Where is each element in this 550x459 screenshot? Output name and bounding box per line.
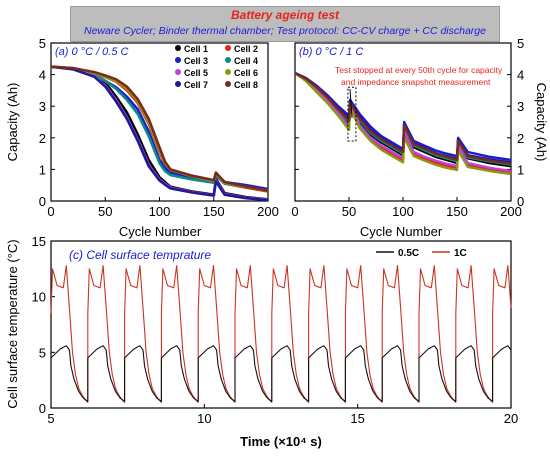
legend-label: Cell 4 — [234, 56, 258, 66]
y-tick-label: 3 — [517, 99, 524, 114]
panel-a-xlabel: Cycle Number — [119, 224, 202, 239]
series-line-b — [294, 71, 512, 165]
x-tick-label: 5 — [47, 411, 54, 426]
panel-c-title: (c) Cell surface temprature — [69, 248, 211, 262]
y-tick-label: 0 — [39, 194, 46, 209]
legend-label: Cell 5 — [184, 68, 208, 78]
x-tick-label: 20 — [504, 411, 518, 426]
x-tick-label: 50 — [98, 204, 112, 219]
y-tick-label: 4 — [517, 68, 524, 83]
legend-marker — [175, 69, 181, 75]
panel-b-xlabel: Cycle Number — [360, 224, 443, 239]
legend-marker — [175, 81, 181, 87]
x-tick-label: 150 — [203, 204, 225, 219]
legend-marker — [175, 45, 181, 51]
legend-marker — [225, 69, 231, 75]
series-line-c — [50, 345, 512, 402]
y-tick-label: 5 — [517, 36, 524, 51]
legend-label: 1C — [454, 248, 467, 259]
x-tick-label: 100 — [392, 204, 414, 219]
y-tick-label: 10 — [32, 290, 46, 305]
series-line-c — [50, 264, 512, 403]
y-tick-label: 5 — [39, 345, 46, 360]
annotation-arrow — [349, 88, 353, 119]
legend-marker — [175, 57, 181, 63]
panel-a-ylabel: Capacity (Ah) — [5, 83, 20, 162]
legend-label: Cell 1 — [184, 44, 208, 54]
y-tick-label: 2 — [517, 131, 524, 146]
legend-label: Cell 2 — [234, 44, 258, 54]
x-tick-label: 15 — [350, 411, 364, 426]
y-tick-label: 15 — [32, 234, 46, 249]
x-tick-label: 200 — [500, 204, 522, 219]
y-tick-label: 1 — [517, 162, 524, 177]
x-tick-label: 0 — [47, 204, 54, 219]
x-tick-label: 50 — [342, 204, 356, 219]
annotation-dotted-box — [347, 86, 357, 142]
legend-label: Cell 6 — [234, 68, 258, 78]
y-tick-label: 2 — [39, 131, 46, 146]
legend-marker — [225, 57, 231, 63]
series-line-a — [50, 65, 269, 192]
x-tick-label: 10 — [197, 411, 211, 426]
y-tick-label: 5 — [39, 36, 46, 51]
header-subtitle: Neware Cycler; Binder thermal chamber; T… — [84, 25, 486, 37]
y-tick-label: 0 — [517, 194, 524, 209]
panel-b-ylabel: Capacity (Ah) — [534, 83, 549, 162]
x-tick-label: 150 — [446, 204, 468, 219]
panel-b-title: (b) 0 °C / 1 C — [299, 46, 363, 58]
legend-label: Cell 3 — [184, 56, 208, 66]
panel-a-title: (a) 0 °C / 0.5 C — [55, 46, 129, 58]
series-line-a — [50, 65, 269, 202]
y-tick-label: 0 — [39, 401, 46, 416]
panel-c-xlabel: Time (×10⁴ s) — [240, 434, 322, 449]
x-tick-label: 200 — [257, 204, 279, 219]
header-title: Battery ageing test — [230, 8, 340, 22]
series-line-a — [50, 65, 269, 192]
legend-label: Cell 8 — [234, 80, 258, 90]
x-tick-label: 100 — [149, 204, 171, 219]
panel-c-ylabel: Cell surface temperature (°C) — [5, 239, 20, 408]
legend-label: Cell 7 — [184, 80, 208, 90]
panel-b-annotation-line2: and impedance snapshot measurement — [341, 77, 491, 87]
x-tick-label: 0 — [291, 204, 298, 219]
y-tick-label: 4 — [39, 68, 46, 83]
plot-frame-2 — [50, 240, 512, 409]
legend-marker — [225, 45, 231, 51]
legend-label: 0.5C — [398, 248, 419, 259]
y-tick-label: 1 — [39, 162, 46, 177]
panel-b-annotation-line1: Test stopped at every 50th cycle for cap… — [335, 65, 503, 75]
y-tick-label: 3 — [39, 99, 46, 114]
legend-marker — [225, 81, 231, 87]
header-banner: Battery ageing test Neware Cycler; Binde… — [70, 6, 500, 42]
